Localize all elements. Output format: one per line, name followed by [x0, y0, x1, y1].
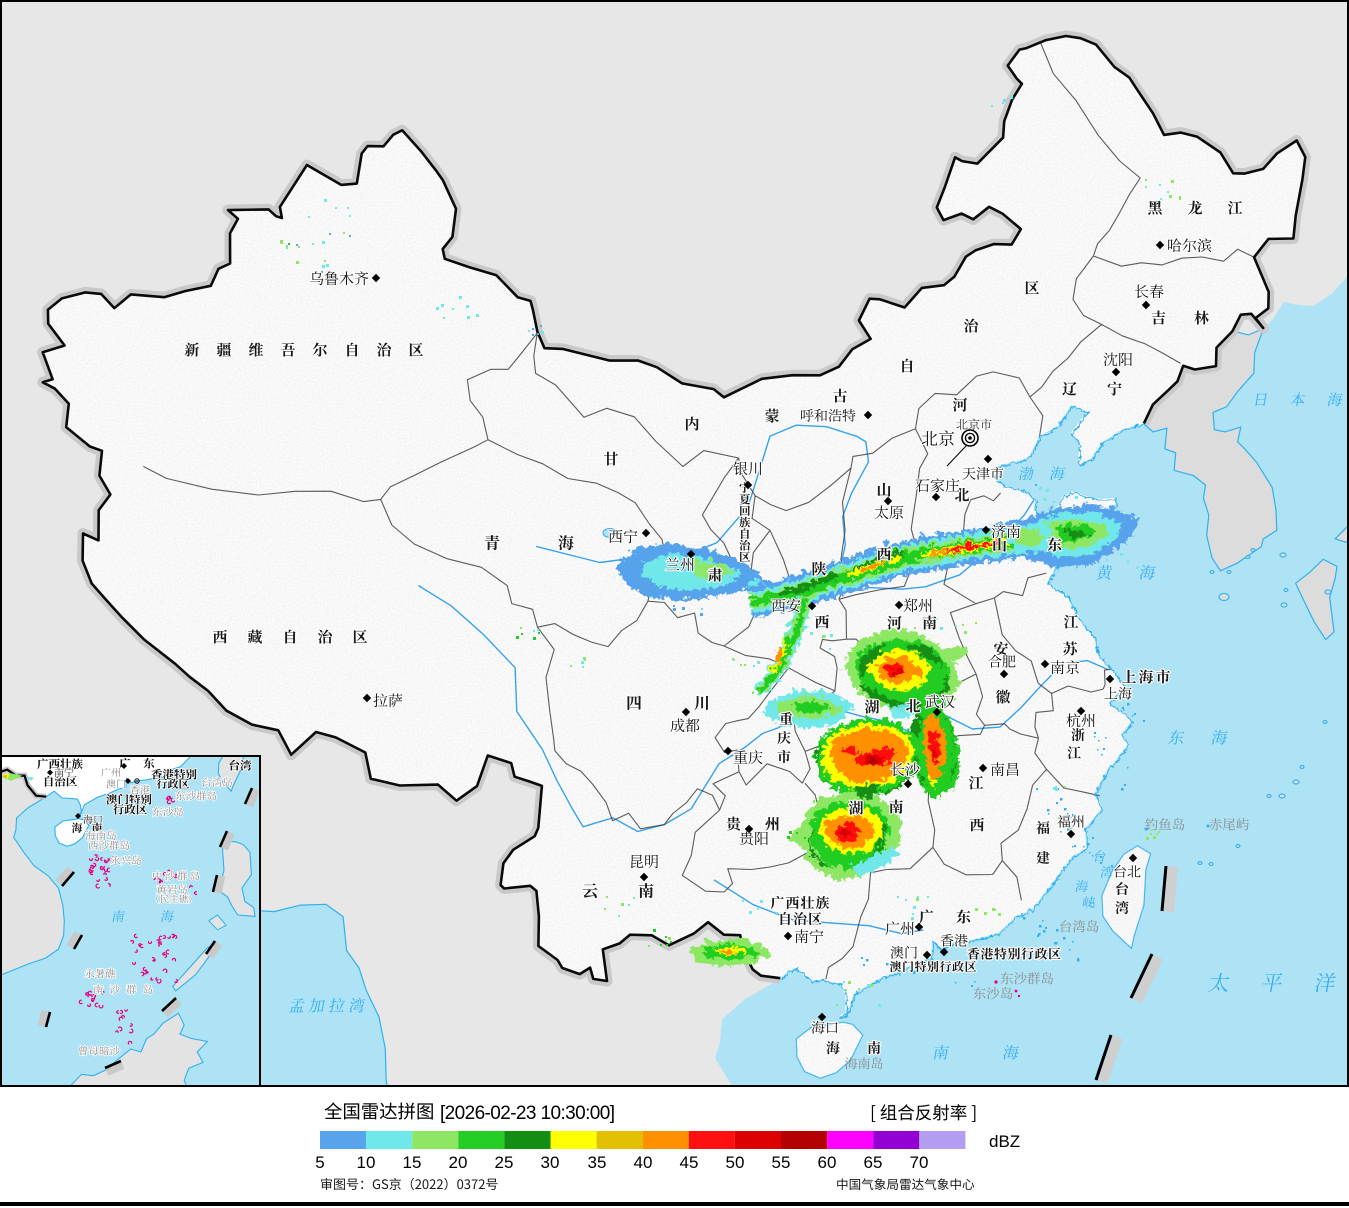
- svg-text:35: 35: [588, 1153, 607, 1172]
- svg-text:65: 65: [864, 1153, 883, 1172]
- svg-text:25: 25: [495, 1153, 514, 1172]
- svg-text:60: 60: [818, 1153, 837, 1172]
- svg-text:10: 10: [357, 1153, 376, 1172]
- svg-text:5: 5: [315, 1153, 324, 1172]
- svg-text:40: 40: [634, 1153, 653, 1172]
- svg-text:50: 50: [726, 1153, 745, 1172]
- svg-text:15: 15: [403, 1153, 422, 1172]
- svg-text:20: 20: [449, 1153, 468, 1172]
- svg-text:55: 55: [772, 1153, 791, 1172]
- svg-text:[2026-02-23 10:30:00]: [2026-02-23 10:30:00]: [440, 1103, 614, 1124]
- svg-text:70: 70: [910, 1153, 929, 1172]
- svg-text:45: 45: [680, 1153, 699, 1172]
- svg-text:dBZ: dBZ: [989, 1132, 1020, 1151]
- svg-text:30: 30: [541, 1153, 560, 1172]
